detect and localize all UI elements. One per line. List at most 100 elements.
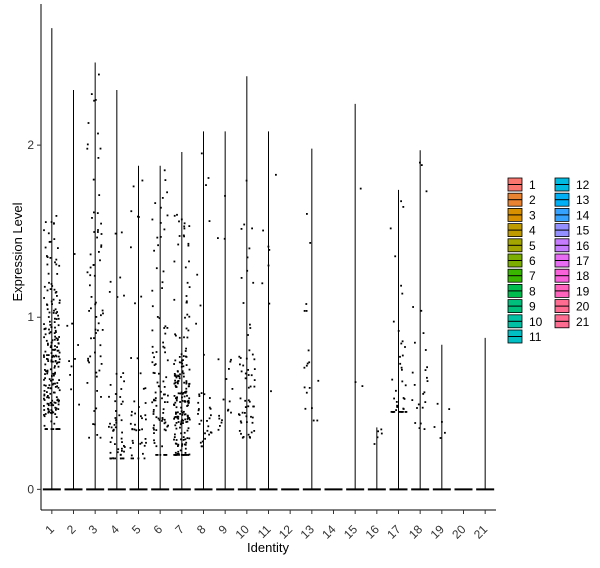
point-4-55 [123,294,125,297]
x-tick-label-16: 16 [363,522,383,542]
point-3-11 [88,310,90,312]
point-6-55 [163,228,166,231]
point-1-81 [47,407,49,410]
legend-label-4: 4 [529,224,536,238]
point-13-14 [303,386,306,389]
point-6-76 [151,289,154,292]
point-17-30 [392,320,395,323]
point-8-32 [197,409,200,412]
point-1-149 [55,312,58,315]
point-1-96 [49,324,52,326]
legend-label-12: 12 [576,178,590,192]
point-10-21 [251,353,254,356]
point-13-6 [305,364,308,367]
point-1-215 [57,365,60,368]
point-3-63 [95,301,97,304]
point-18-12 [423,428,426,430]
point-7-53 [187,404,189,407]
violin-4 [107,90,126,491]
point-1-36 [44,350,47,353]
point-3-27 [86,147,89,150]
point-7-40 [174,384,177,387]
violin-15 [346,103,365,491]
point-10-34 [251,416,254,419]
point-8-28 [200,419,203,422]
point-7-31 [181,359,183,362]
point-3-42 [99,147,102,150]
point-2-2 [70,365,73,368]
violin-9 [216,131,235,491]
point-5-32 [139,442,142,445]
x-tick-label-6: 6 [151,522,166,537]
point-16-3 [376,436,379,439]
point-7-119 [177,382,179,385]
y-axis-title: Expression Level [10,202,25,301]
point-7-51 [186,336,189,339]
point-5-14 [132,442,134,444]
point-2-0 [74,358,76,360]
point-7-94 [173,382,176,385]
point-1-29 [53,373,56,375]
point-11-4 [267,264,270,267]
point-1-185 [54,354,57,357]
point-7-121 [185,295,188,297]
point-7-61 [185,381,188,384]
point-1-189 [58,399,60,402]
point-1-1 [56,346,58,348]
point-3-31 [95,371,98,374]
point-13-15 [316,419,319,422]
point-1-154 [58,428,61,430]
point-7-46 [180,391,183,394]
point-7-14 [174,451,177,454]
point-9-18 [220,421,223,424]
point-7-29 [188,397,191,400]
point-4-50 [123,445,125,447]
point-1-83 [54,371,56,374]
point-6-20 [156,454,159,456]
point-7-103 [175,398,178,400]
point-6-79 [151,401,154,404]
point-6-59 [153,432,155,434]
point-1-115 [57,338,59,340]
point-9-0 [223,237,226,240]
point-3-43 [87,359,89,362]
point-1-176 [43,414,45,416]
point-7-181 [183,454,186,456]
point-1-32 [50,359,53,362]
point-10-15 [251,227,253,230]
point-7-89 [177,415,180,418]
point-7-192 [180,422,183,425]
point-1-70 [58,302,61,304]
point-7-139 [180,438,182,441]
point-1-50 [57,386,60,389]
point-1-108 [55,318,58,320]
point-5-3 [144,414,147,417]
point-7-202 [174,359,177,362]
violin-10 [237,76,256,491]
point-9-10 [217,237,219,239]
point-10-44 [253,405,255,408]
point-1-214 [43,285,46,288]
x-tick-label-1: 1 [42,522,57,537]
point-13-4 [303,366,306,369]
point-10-46 [250,431,253,434]
point-1-3 [55,407,58,410]
point-10-48 [238,414,241,416]
point-5-43 [131,410,133,413]
point-19-5 [436,402,439,405]
point-8-17 [208,220,211,222]
point-1-15 [54,326,56,329]
point-10-24 [253,379,256,381]
point-10-17 [240,228,243,230]
point-7-64 [178,454,180,456]
point-6-50 [156,316,159,318]
point-17-13 [390,411,393,413]
point-18-24 [411,371,414,374]
point-7-132 [185,300,188,303]
legend-label-3: 3 [529,208,536,222]
point-7-198 [175,376,178,379]
point-1-102 [55,408,57,411]
violin-11 [259,131,278,491]
point-1-153 [46,304,49,306]
point-4-21 [109,422,111,425]
